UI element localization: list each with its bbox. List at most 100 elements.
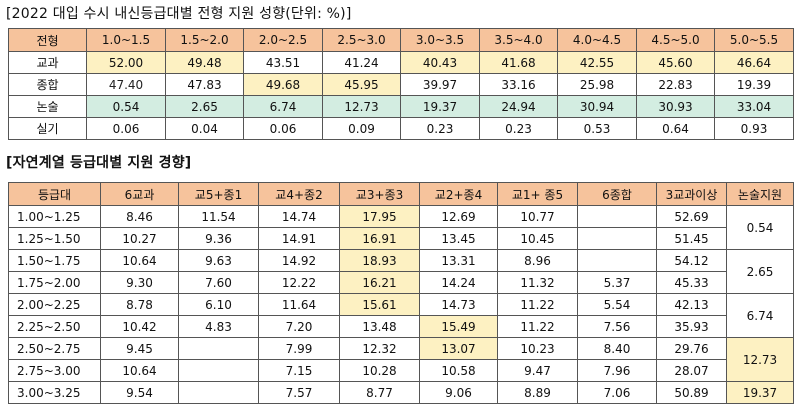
- table-cell: [577, 227, 657, 250]
- table-cell: 14.73: [419, 293, 498, 316]
- table-cell: 0.09: [322, 117, 401, 140]
- header-cell: 전형: [8, 28, 87, 52]
- table-row: 2.50~2.75 9.45 7.99 12.32 13.07 10.23 8.…: [8, 337, 794, 382]
- table-cell: 7.56: [577, 315, 657, 338]
- table-cell: 16.21: [339, 271, 420, 294]
- table-cell: 8.40: [577, 337, 657, 360]
- table-cell: 13.45: [419, 227, 498, 250]
- table-cell: 54.12: [656, 249, 727, 272]
- table-cell: 39.97: [400, 73, 480, 96]
- header-cell: 3.0~3.5: [400, 28, 480, 52]
- row-label: 3.00~3.25: [8, 381, 101, 404]
- table-cell: 0.06: [86, 117, 166, 140]
- table-cell: 14.74: [258, 205, 340, 228]
- table-cell: 45.60: [636, 51, 715, 74]
- table-cell: 7.15: [258, 359, 340, 382]
- table-cell: 41.24: [322, 51, 401, 74]
- table-cell: 45.95: [322, 73, 401, 96]
- header-cell: 교2+종4: [419, 182, 498, 206]
- table-cell: 13.48: [339, 315, 420, 338]
- table1-header-row: 전형 1.0~1.5 1.5~2.0 2.0~2.5 2.5~3.0 3.0~3…: [8, 28, 794, 52]
- table-cell: 52.69: [656, 205, 727, 228]
- table-cell: 10.58: [419, 359, 498, 382]
- table-cell: 33.16: [479, 73, 558, 96]
- table-cell: 7.60: [178, 271, 259, 294]
- table-cell: 33.04: [714, 95, 794, 118]
- header-cell: 교4+종2: [258, 182, 340, 206]
- table-cell: 30.93: [636, 95, 715, 118]
- header-cell: 교1+ 종5: [497, 182, 578, 206]
- table-cell: 10.64: [100, 359, 179, 382]
- table-cell: 52.00: [86, 51, 166, 74]
- table-cell: 19.39: [714, 73, 794, 96]
- row-label: 1.50~1.75: [8, 249, 101, 272]
- header-cell: 3교과이상: [656, 182, 727, 206]
- header-cell: 6종합: [577, 182, 657, 206]
- table-cell: 9.54: [100, 381, 179, 404]
- essay-cell: 2.65: [726, 249, 794, 294]
- row-label: 1.00~1.25: [8, 205, 101, 228]
- table-cell: 2.65: [165, 95, 244, 118]
- table-cell: 18.93: [339, 249, 420, 272]
- table-cell: 10.23: [497, 337, 578, 360]
- table-cell: 30.94: [557, 95, 637, 118]
- table-cell: 35.93: [656, 315, 727, 338]
- table-cell: 25.98: [557, 73, 637, 96]
- table-row: 교과 52.00 49.48 43.51 41.24 40.43 41.68 4…: [8, 51, 794, 74]
- table-row: 종합 47.40 47.83 49.68 45.95 39.97 33.16 2…: [8, 73, 794, 96]
- header-cell: 1.5~2.0: [165, 28, 244, 52]
- table-cell: 47.40: [86, 73, 166, 96]
- table-cell: 49.48: [165, 51, 244, 74]
- header-cell: 교3+종3: [339, 182, 420, 206]
- table-cell: 11.22: [497, 315, 578, 338]
- natural-science-grade-table: 등급대 6교과 교5+종1 교4+종2 교3+종3 교2+종4 교1+ 종5 6…: [8, 182, 794, 404]
- table-cell: 49.68: [243, 73, 323, 96]
- table-row: 2.00~2.25 8.78 6.10 11.64 15.61 14.73 11…: [8, 293, 794, 338]
- table-cell: 11.54: [178, 205, 259, 228]
- table-cell: 10.64: [100, 249, 179, 272]
- table-cell: 14.91: [258, 227, 340, 250]
- table-cell: [178, 337, 259, 360]
- table-cell: 9.63: [178, 249, 259, 272]
- table-cell: 11.32: [497, 271, 578, 294]
- table-cell: 7.06: [577, 381, 657, 404]
- table-cell: 12.32: [339, 337, 420, 360]
- table-cell: 14.92: [258, 249, 340, 272]
- table-cell: 10.28: [339, 359, 420, 382]
- essay-cell: 0.54: [726, 205, 794, 250]
- table-cell: 0.54: [86, 95, 166, 118]
- row-label: 2.00~2.25: [8, 293, 101, 316]
- table-cell: 43.51: [243, 51, 323, 74]
- table-cell: 8.96: [497, 249, 578, 272]
- header-cell: 교5+종1: [178, 182, 259, 206]
- table-cell: 19.37: [400, 95, 480, 118]
- row-label: 1.75~2.00: [8, 271, 101, 294]
- table-row: 3.00~3.25 9.54 7.57 8.77 9.06 8.89 7.06 …: [8, 381, 794, 404]
- table-cell: 12.69: [419, 205, 498, 228]
- header-cell: 논술지원: [726, 182, 794, 206]
- table-cell: 0.53: [557, 117, 637, 140]
- table-cell: [577, 249, 657, 272]
- table-cell: 6.10: [178, 293, 259, 316]
- table-cell: 40.43: [400, 51, 480, 74]
- table-row: 2.25~2.50 10.42 4.83 7.20 13.48 15.49 11…: [8, 315, 794, 338]
- essay-cell: 12.73: [726, 337, 794, 382]
- row-label: 종합: [8, 73, 87, 96]
- table-cell: 42.55: [557, 51, 637, 74]
- table-cell: 14.24: [419, 271, 498, 294]
- table-cell: 0.06: [243, 117, 323, 140]
- table-cell: 51.45: [656, 227, 727, 250]
- table-cell: 8.89: [497, 381, 578, 404]
- table-cell: 5.54: [577, 293, 657, 316]
- table-cell: 28.07: [656, 359, 727, 382]
- row-label: 논술: [8, 95, 87, 118]
- row-label: 1.25~1.50: [8, 227, 101, 250]
- table-cell: 9.36: [178, 227, 259, 250]
- table-cell: 5.37: [577, 271, 657, 294]
- table-row: 1.25~1.50 10.27 9.36 14.91 16.91 13.45 1…: [8, 227, 794, 250]
- table-cell: 11.22: [497, 293, 578, 316]
- table-cell: 0.04: [165, 117, 244, 140]
- table-cell: 22.83: [636, 73, 715, 96]
- table-cell: 6.74: [243, 95, 323, 118]
- header-cell: 4.0~4.5: [557, 28, 637, 52]
